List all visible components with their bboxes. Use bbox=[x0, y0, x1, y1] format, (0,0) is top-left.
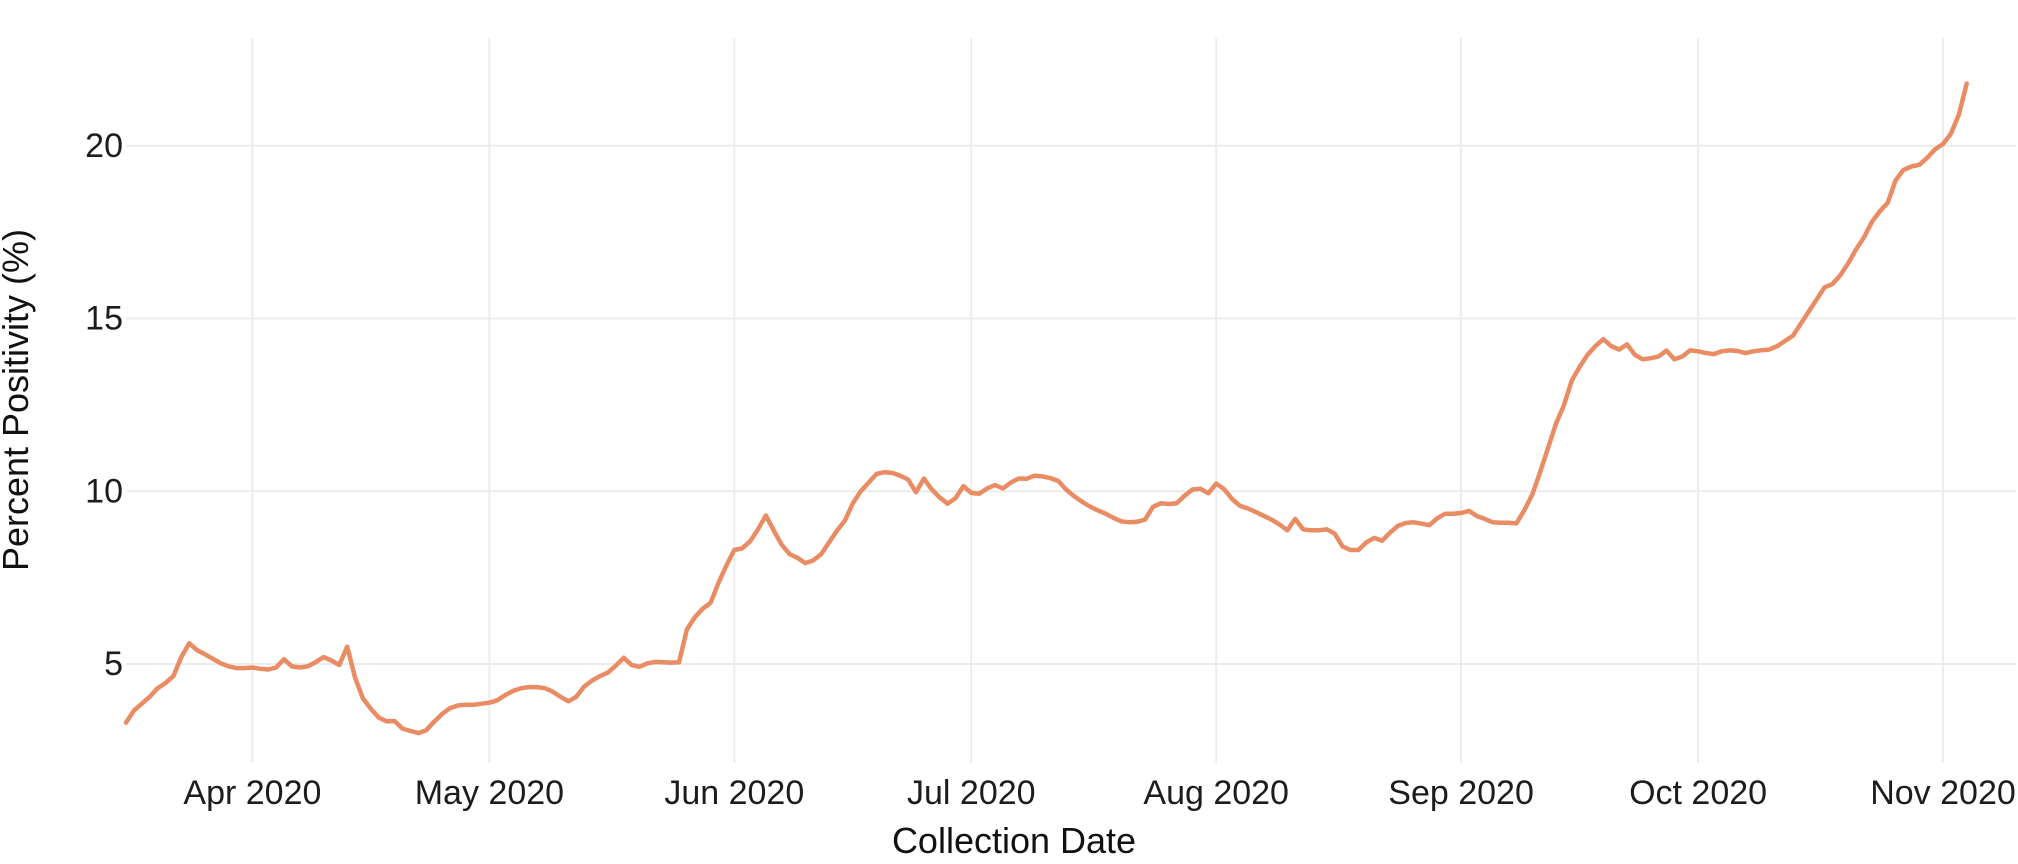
x-tick-label: Apr 2020 bbox=[183, 774, 321, 812]
tick-labels: 5 10 15 20 Apr 2020 May 2020 Jun 2020 Jul 2020 A… bbox=[85, 127, 2016, 812]
x-tick-label: Nov 2020 bbox=[1870, 774, 2016, 812]
y-tick-label: 15 bbox=[85, 300, 123, 338]
x-tick-label: Aug 2020 bbox=[1143, 774, 1289, 812]
y-tick-label: 5 bbox=[104, 645, 123, 683]
y-axis-title: Percent Positivity (%) bbox=[0, 229, 36, 571]
x-tick-label: Jul 2020 bbox=[907, 774, 1036, 812]
gridlines bbox=[126, 38, 2016, 763]
x-tick-label: Oct 2020 bbox=[1629, 774, 1767, 812]
x-axis-title: Collection Date bbox=[892, 820, 1136, 861]
x-tick-label: May 2020 bbox=[415, 774, 564, 812]
y-tick-label: 20 bbox=[85, 127, 123, 165]
y-tick-label: 10 bbox=[85, 472, 123, 510]
x-tick-label: Jun 2020 bbox=[664, 774, 804, 812]
x-tick-label: Sep 2020 bbox=[1388, 774, 1534, 812]
series-layer bbox=[123, 81, 1969, 736]
positivity-line-series bbox=[123, 81, 1969, 736]
